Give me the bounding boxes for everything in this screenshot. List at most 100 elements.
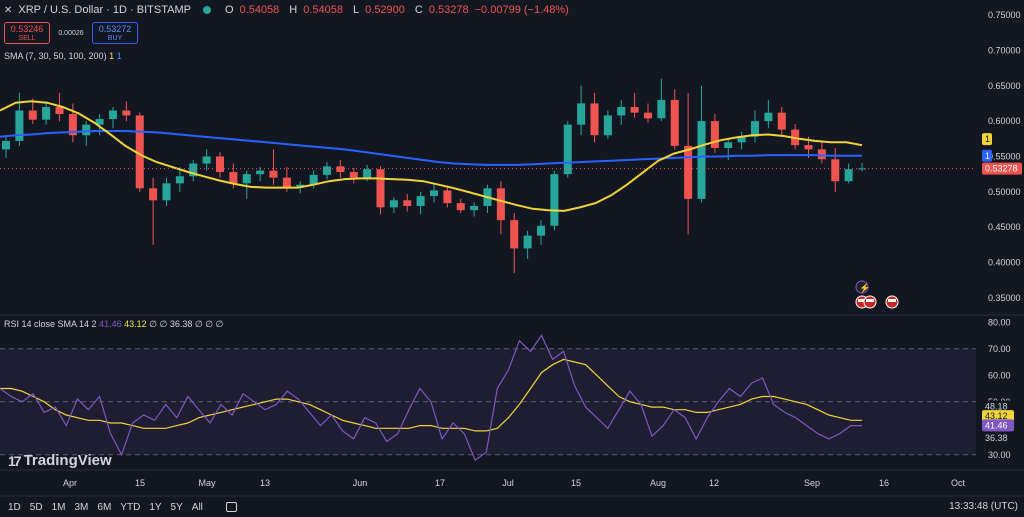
- rsi-level-b-tag: 36.38: [985, 433, 1008, 443]
- rsi-tick-label: 30.00: [988, 450, 1011, 460]
- buy-button[interactable]: 0.53272 BUY: [92, 22, 138, 44]
- market-open-icon: [202, 6, 211, 14]
- candle-body: [189, 163, 198, 177]
- sma-yellow-price-tag-bg: [982, 133, 992, 146]
- us-flag-stripe: [858, 299, 866, 302]
- candle-body: [349, 172, 358, 178]
- lightning-event-icon: [855, 280, 869, 294]
- range-button-ytd[interactable]: YTD: [120, 501, 141, 513]
- sma-blue-price-tag: 1: [985, 151, 990, 161]
- candle-body: [256, 170, 265, 175]
- rsi-sma-line: [0, 358, 862, 432]
- collapse-icon[interactable]: ✕: [4, 4, 13, 16]
- candle-body: [42, 106, 51, 120]
- time-tick-label: 15: [571, 478, 581, 488]
- price-tick-label: 0.45000: [988, 222, 1021, 232]
- sma-legend[interactable]: SMA (7, 30, 50, 100, 200) 1 1: [4, 51, 122, 61]
- sell-label: SELL: [18, 35, 36, 42]
- rsi-level-b-tag-bg: [982, 431, 1014, 444]
- rsi-sma-tag: 43.12: [985, 411, 1008, 421]
- candle-body: [229, 172, 238, 184]
- candle-body: [550, 174, 559, 226]
- time-tick-label: 15: [135, 478, 145, 488]
- range-button-5y[interactable]: 5Y: [170, 501, 183, 513]
- candle-body: [710, 121, 719, 148]
- candle-body: [590, 103, 599, 136]
- sell-button[interactable]: 0.53246 SELL: [4, 22, 50, 44]
- candle-body: [175, 176, 184, 184]
- buy-price: 0.53272: [98, 24, 132, 34]
- price-tick-label: 0.65000: [988, 81, 1021, 91]
- rsi-legend-rest: ∅ ∅ 36.38 ∅ ∅ ∅: [149, 319, 224, 329]
- candle-body: [657, 99, 666, 119]
- candle-body: [750, 121, 760, 137]
- range-button-1m[interactable]: 1M: [51, 501, 66, 513]
- candle-body: [764, 112, 773, 122]
- range-button-6m[interactable]: 6M: [97, 501, 112, 513]
- time-tick-label: 17: [435, 478, 445, 488]
- rsi-legend-sma: 43.12: [124, 319, 147, 329]
- candle-body: [15, 110, 24, 141]
- time-tick-label: 12: [709, 478, 719, 488]
- candle-body: [737, 136, 746, 143]
- candle-body: [162, 183, 171, 201]
- candle-body: [376, 169, 385, 208]
- open-value: 0.54058: [239, 4, 280, 16]
- bottom-toolbar: 1D 5D 1M 3M 6M YTD 1Y 5Y All 13:33:48 (UTC): [0, 497, 1024, 517]
- rsi-level-a-tag: 48.18: [985, 402, 1008, 412]
- candle-body: [215, 156, 225, 173]
- price-tick-label: 0.50000: [988, 187, 1021, 197]
- candle-body: [831, 159, 840, 182]
- rsi-tick-label: 80.00: [988, 317, 1011, 327]
- buy-label: BUY: [107, 35, 123, 42]
- candle-body: [643, 112, 653, 119]
- last-price-tag: 0.53278: [985, 164, 1018, 174]
- candle-body: [577, 103, 586, 125]
- time-tick-label: 16: [879, 478, 889, 488]
- us-flag-stripe: [888, 299, 896, 302]
- candle-body: [777, 112, 786, 130]
- range-button-5d[interactable]: 5D: [29, 501, 43, 513]
- range-button-1y[interactable]: 1Y: [149, 501, 162, 513]
- candle-body: [857, 168, 867, 170]
- range-button-3m[interactable]: 3M: [74, 501, 89, 513]
- sma-yellow-price-tag: 1: [985, 134, 990, 144]
- candle-body: [389, 200, 398, 208]
- candle-body: [724, 142, 733, 148]
- sma-legend-value-1: 1: [109, 51, 115, 61]
- rsi-tick-label: 70.00: [988, 344, 1011, 354]
- time-tick-label: Jul: [502, 478, 514, 488]
- utc-clock[interactable]: 13:33:48 (UTC): [949, 501, 1018, 512]
- range-button-all[interactable]: All: [191, 501, 203, 513]
- candle-body: [282, 177, 291, 188]
- sma-blue-line: [0, 130, 862, 166]
- candle-body: [603, 115, 612, 136]
- candle-body: [122, 110, 131, 116]
- lightning-event-glyph: ⚡: [859, 282, 870, 294]
- time-tick-label: Jun: [353, 478, 368, 488]
- candle-body: [496, 188, 505, 221]
- sma-blue-price-tag-bg: [982, 149, 992, 162]
- sell-price: 0.53246: [10, 24, 44, 34]
- symbol-header: ✕ XRP / U.S. Dollar · 1D · BITSTAMP O 0.5…: [4, 4, 569, 16]
- symbol-title[interactable]: XRP / U.S. Dollar · 1D · BITSTAMP: [18, 4, 191, 16]
- candle-body: [363, 169, 372, 178]
- candle-body: [563, 124, 572, 175]
- tradingview-logo: 17 TradingView: [8, 452, 112, 469]
- candle-body: [1, 140, 11, 150]
- high-label: H: [289, 4, 298, 16]
- sma-legend-name: SMA (7, 30, 50, 100, 200): [4, 51, 107, 61]
- calendar-icon[interactable]: [225, 502, 237, 512]
- rsi-sma-tag-bg: [982, 410, 1014, 423]
- candle-body: [804, 145, 813, 150]
- candle-body: [309, 174, 318, 185]
- candle-body: [429, 190, 439, 197]
- time-tick-label: Sep: [804, 478, 820, 488]
- high-value: 0.54058: [303, 4, 344, 16]
- rsi-legend[interactable]: RSI 14 close SMA 14 2 41.46 43.12 ∅ ∅ 36…: [4, 319, 223, 330]
- candle-body: [202, 156, 211, 164]
- price-tick-label: 0.40000: [988, 258, 1021, 268]
- trade-panel: 0.53246 SELL 0.00026 0.53272 BUY: [4, 22, 138, 44]
- range-button-1d[interactable]: 1D: [8, 501, 21, 513]
